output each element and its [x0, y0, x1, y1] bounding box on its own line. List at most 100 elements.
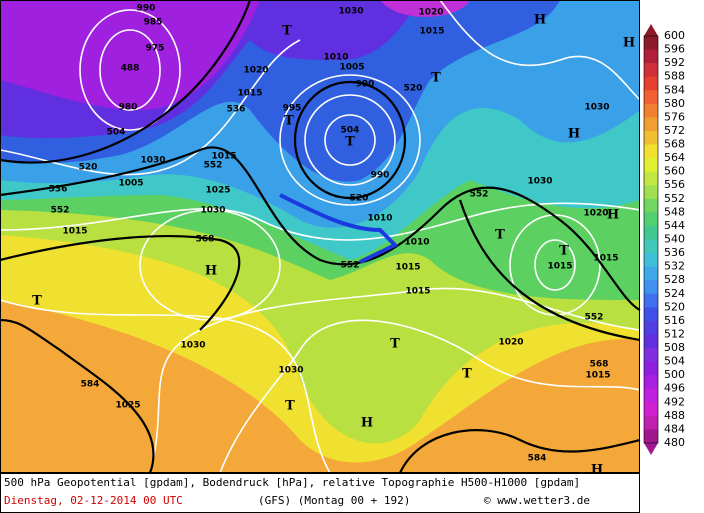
- color-bar-label: 600: [664, 29, 685, 42]
- color-bin: [644, 253, 658, 268]
- color-bin: [644, 225, 658, 240]
- contour-label: 1015: [593, 254, 618, 264]
- pressure-center: T: [390, 337, 400, 352]
- contour-label: 1010: [404, 238, 429, 248]
- color-bin: [644, 103, 658, 118]
- pressure-center: T: [32, 294, 42, 309]
- color-bar-label: 520: [664, 300, 685, 313]
- pressure-center: T: [431, 71, 441, 86]
- color-bar-label: 548: [664, 205, 685, 218]
- color-bin: [644, 76, 658, 91]
- pressure-center: T: [495, 228, 505, 243]
- color-bin: [644, 144, 658, 159]
- pressure-center: H: [568, 127, 580, 142]
- contour-label: 1030: [338, 7, 363, 17]
- color-bin: [644, 280, 658, 295]
- contour-label: 980: [119, 103, 138, 113]
- color-bin: [644, 158, 658, 173]
- contour-label: 488: [121, 64, 140, 74]
- color-bar-label: 544: [664, 219, 685, 232]
- contour-label: 504: [107, 128, 126, 138]
- contour-label: 1015: [211, 152, 236, 162]
- pressure-center: H: [205, 264, 217, 279]
- color-bar-label: 532: [664, 260, 685, 273]
- contour-label: 1030: [200, 206, 225, 216]
- contour-label: 1020: [583, 209, 608, 219]
- color-bar-label: 500: [664, 368, 685, 381]
- contour-label: 1030: [278, 366, 303, 376]
- contour-label: 1015: [585, 371, 610, 381]
- contour-label: 1015: [405, 287, 430, 297]
- contour-label: 536: [49, 185, 68, 195]
- contour-label: 584: [81, 380, 100, 390]
- color-bar-frame: [643, 35, 659, 444]
- pressure-center: H: [361, 416, 373, 431]
- contour-label: 520: [404, 84, 423, 94]
- contour-label: 1015: [547, 262, 572, 272]
- color-bin: [644, 239, 658, 254]
- contour-label: 990: [356, 80, 375, 90]
- color-bar-label: 524: [664, 287, 685, 300]
- color-bin: [644, 293, 658, 308]
- color-bar-label: 556: [664, 178, 685, 191]
- contour-label: 1025: [205, 186, 230, 196]
- contour-label: 1005: [339, 63, 364, 73]
- footer-model: (GFS) (Montag 00 + 192): [258, 494, 410, 507]
- color-bar-label: 560: [664, 165, 685, 178]
- contour-label: 1020: [243, 66, 268, 76]
- pressure-center: T: [284, 114, 294, 129]
- color-bar-arrow-top: [644, 24, 658, 36]
- contour-label: 1015: [237, 89, 262, 99]
- contour-label: 1030: [140, 156, 165, 166]
- contour-label: 990: [371, 171, 390, 181]
- color-bin: [644, 212, 658, 227]
- color-bar-label: 504: [664, 355, 685, 368]
- color-bar-label: 516: [664, 314, 685, 327]
- color-bar-label: 588: [664, 70, 685, 83]
- color-bin: [644, 130, 658, 146]
- contour-label: 995: [283, 104, 302, 114]
- color-bar-label: 596: [664, 43, 685, 56]
- color-bar-arrow-bottom: [644, 443, 658, 455]
- color-bar-label: 564: [664, 151, 685, 164]
- color-bin: [644, 334, 658, 349]
- color-bin: [644, 361, 658, 376]
- color-bar-label: 484: [664, 422, 685, 435]
- color-bar-label: 576: [664, 110, 685, 123]
- color-bin: [644, 348, 658, 363]
- contour-label: 552: [204, 161, 223, 171]
- contour-label: 552: [585, 313, 604, 323]
- footer-date: Dienstag, 02-12-2014 00 UTC: [4, 494, 183, 507]
- color-bin: [644, 307, 658, 322]
- contour-label: 1025: [115, 401, 140, 411]
- color-bar-label: 584: [664, 83, 685, 96]
- color-bin: [644, 49, 658, 64]
- contour-label: 568: [590, 360, 609, 370]
- color-bar-label: 580: [664, 97, 685, 110]
- color-bin: [644, 117, 658, 132]
- contour-label: 1030: [180, 341, 205, 351]
- contour-label: 1020: [418, 8, 443, 18]
- color-bar-label: 536: [664, 246, 685, 259]
- pressure-center: T: [462, 367, 472, 382]
- color-bar-label: 488: [664, 409, 685, 422]
- color-bar-label: 496: [664, 382, 685, 395]
- contour-label: 552: [51, 206, 70, 216]
- color-bin: [644, 90, 658, 105]
- color-bar-label: 572: [664, 124, 685, 137]
- contour-label: 1010: [323, 53, 348, 63]
- footer-source: © www.wetter3.de: [484, 494, 590, 507]
- color-bar-label: 512: [664, 327, 685, 340]
- color-bar-label: 592: [664, 56, 685, 69]
- contour-label: 1015: [419, 27, 444, 37]
- color-bar-label: 492: [664, 395, 685, 408]
- contour-label: 568: [196, 235, 215, 245]
- contour-label: 536: [227, 105, 246, 115]
- color-bar-label: 568: [664, 138, 685, 151]
- color-bin: [644, 63, 658, 78]
- color-bin: [644, 388, 658, 403]
